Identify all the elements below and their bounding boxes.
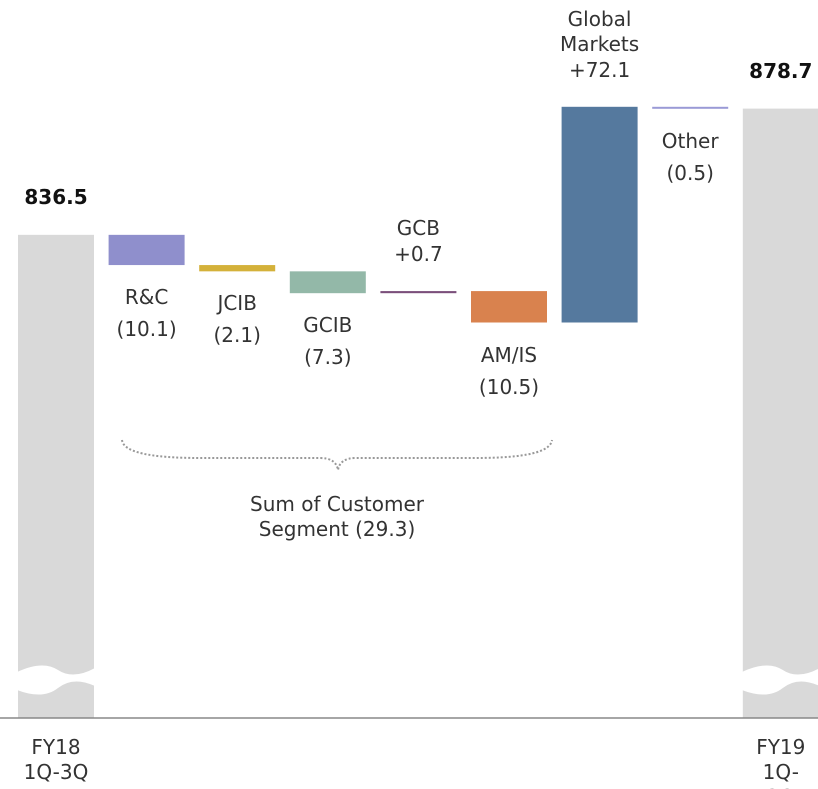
category-label: R&C [124, 285, 169, 310]
brace [121, 439, 553, 471]
value-label: (7.3) [304, 345, 352, 370]
total-label: 836.5 [24, 184, 88, 209]
total-bar [742, 108, 818, 718]
category-label: Other [661, 128, 719, 153]
category-label: AM/IS [480, 342, 538, 367]
category-label: GCIB [303, 313, 353, 338]
category-label: Global Markets [560, 6, 640, 56]
delta-bar [289, 271, 366, 294]
delta-bar [380, 291, 457, 294]
delta-bar [652, 106, 729, 109]
total-label: 878.7 [749, 58, 813, 83]
value-label: (10.1) [116, 317, 177, 342]
axis-break [17, 665, 95, 695]
category-label: FY18 1Q-3Q [23, 735, 89, 784]
delta-bar [471, 291, 547, 323]
delta-bar [561, 106, 638, 323]
category-label: JCIB [217, 291, 257, 316]
value-label: +0.7 [394, 242, 443, 267]
category-label: GCB [396, 216, 440, 241]
delta-bar [108, 234, 185, 266]
value-label: +72.1 [568, 57, 631, 82]
value-label: (0.5) [666, 160, 714, 185]
annotation: Sum of Customer Segment (29.3) [250, 492, 424, 541]
delta-bar [199, 265, 276, 272]
category-label: FY19 1Q-3Q [756, 735, 806, 789]
value-label: (2.1) [213, 323, 261, 348]
axis-break [741, 665, 818, 695]
total-bar [18, 234, 94, 719]
value-label: (10.5) [478, 374, 540, 399]
